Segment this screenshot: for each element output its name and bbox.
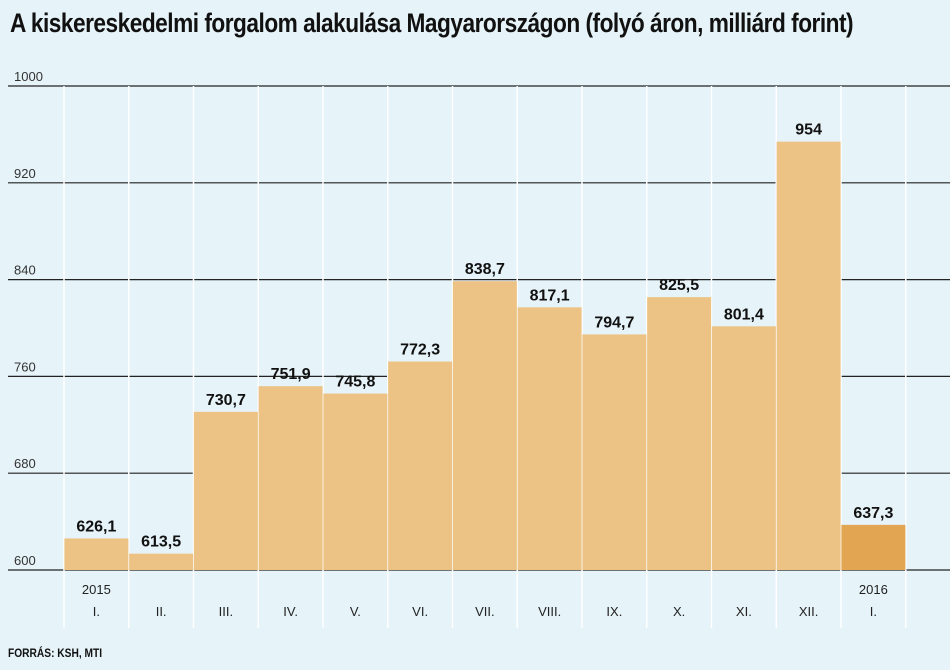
year-label: 2016 (859, 582, 888, 597)
y-tick-label: 680 (14, 456, 36, 471)
bar-value-label: 838,7 (465, 261, 505, 278)
x-tick-label: III. (219, 604, 233, 619)
x-tick-label: VII. (475, 604, 495, 619)
source-note: FORRÁS: KSH, MTI (8, 646, 103, 660)
bar-value-label: 613,5 (141, 534, 181, 551)
x-tick-label: II. (156, 604, 167, 619)
y-tick-label: 920 (14, 166, 36, 181)
bar (193, 411, 258, 570)
x-tick-label: I. (93, 604, 100, 619)
y-tick-label: 840 (14, 263, 36, 278)
bar (323, 393, 388, 570)
x-tick-label: XII. (799, 604, 819, 619)
x-tick-label: I. (870, 604, 877, 619)
x-tick-label: IX. (606, 604, 622, 619)
bar-value-label: 626,1 (76, 518, 116, 535)
x-tick-label: X. (673, 604, 685, 619)
bar (258, 386, 323, 570)
bar (517, 307, 582, 570)
bar-value-label: 730,7 (206, 392, 246, 409)
year-label: 2015 (82, 582, 111, 597)
bar (64, 538, 129, 570)
bar-value-label: 801,4 (724, 306, 764, 323)
bar (452, 281, 517, 570)
bar-value-label: 745,8 (335, 374, 375, 391)
bar (711, 326, 776, 570)
bar (129, 553, 194, 570)
bar-value-label: 794,7 (594, 314, 634, 331)
y-tick-label: 760 (14, 359, 36, 374)
x-tick-label: IV. (283, 604, 298, 619)
bar-value-label: 817,1 (530, 287, 570, 304)
bar (841, 524, 906, 570)
x-tick-label: XI. (736, 604, 752, 619)
bar-value-label: 825,5 (659, 277, 699, 294)
bar (647, 297, 712, 570)
bar-value-label: 772,3 (400, 342, 440, 359)
bar (388, 361, 453, 570)
y-tick-label: 1000 (14, 69, 43, 84)
y-tick-label: 600 (14, 553, 36, 568)
x-tick-label: VIII. (538, 604, 561, 619)
bar-value-label: 637,3 (853, 505, 893, 522)
x-tick-label: VI. (412, 604, 428, 619)
bar-value-label: 954 (795, 122, 822, 139)
bar (776, 141, 841, 570)
bar-value-label: 751,9 (271, 366, 311, 383)
x-tick-label: V. (350, 604, 361, 619)
bar (582, 334, 647, 570)
chart-title: A kiskereskedelmi forgalom alakulása Mag… (10, 8, 854, 38)
